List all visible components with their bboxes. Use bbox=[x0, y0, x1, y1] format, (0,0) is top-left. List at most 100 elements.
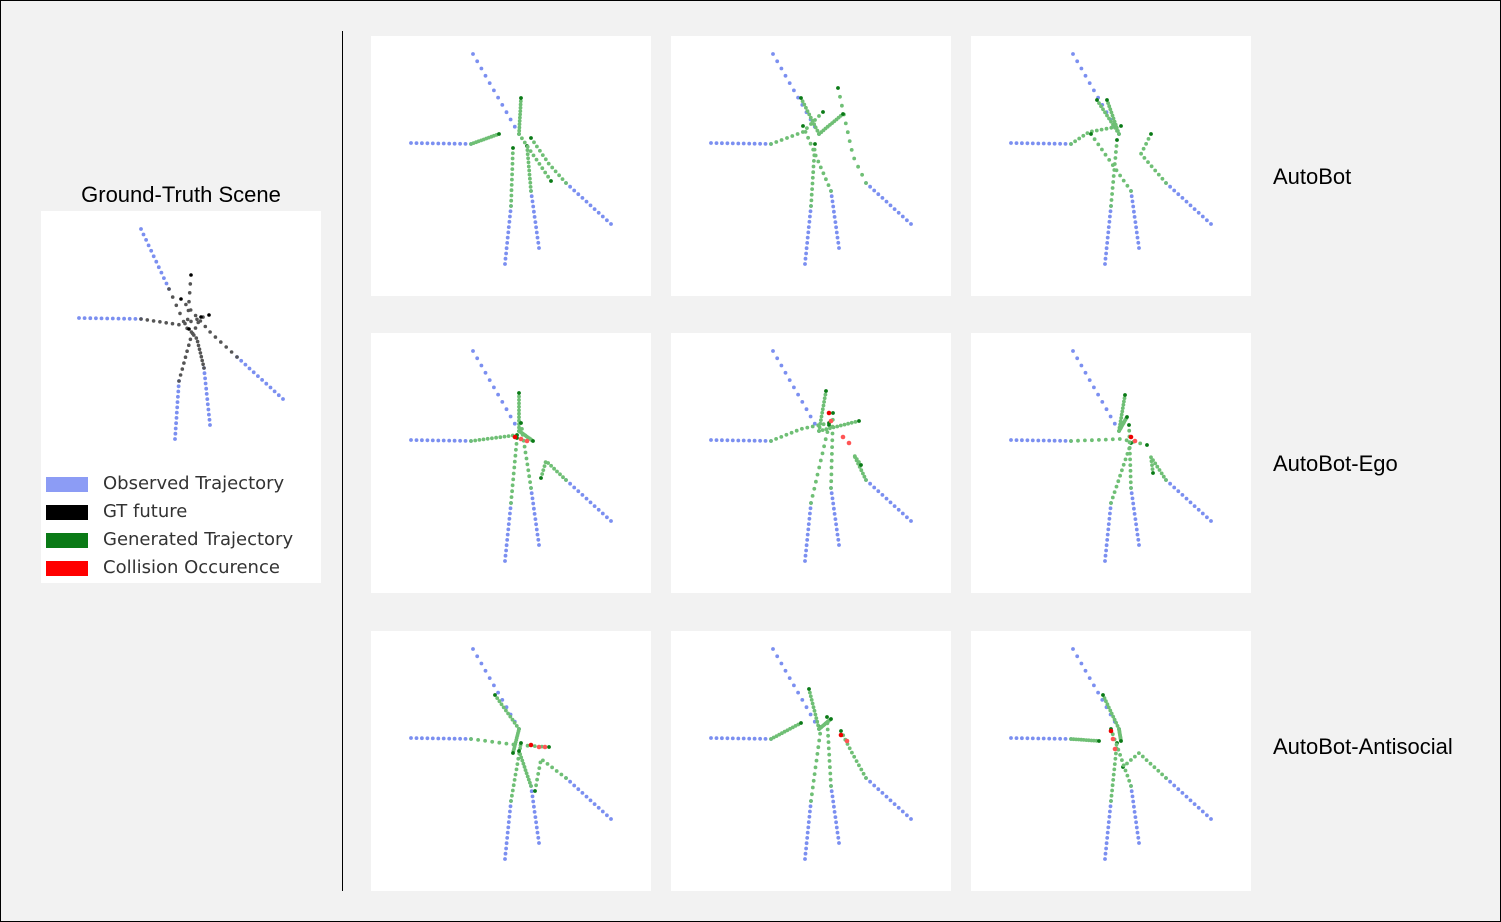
generated-trajectory-point bbox=[1103, 152, 1108, 157]
generated-trajectory-point bbox=[527, 168, 532, 173]
observed-trajectory-point bbox=[1134, 230, 1139, 235]
observed-trajectory-point bbox=[808, 214, 812, 219]
observed-trajectory-point bbox=[830, 199, 835, 204]
observed-trajectory-point bbox=[905, 218, 909, 223]
generated-trajectory-point bbox=[512, 465, 517, 470]
generated-trajectory-point bbox=[1127, 446, 1132, 450]
observed-trajectory-point bbox=[892, 802, 897, 806]
generated-trajectory-point bbox=[842, 422, 847, 427]
observed-trajectory-point bbox=[1041, 438, 1046, 443]
generated-trajectory-point bbox=[518, 752, 522, 757]
observed-trajectory-point bbox=[505, 235, 510, 240]
generated-trajectory-point bbox=[1111, 714, 1116, 719]
observed-trajectory-point bbox=[909, 817, 913, 821]
observed-trajectory-point bbox=[504, 407, 509, 412]
observed-trajectory-point bbox=[122, 316, 126, 321]
legend: Observed Trajectory GT future Generated … bbox=[41, 471, 321, 583]
generated-trajectory-point bbox=[540, 166, 545, 171]
observed-trajectory-point bbox=[532, 506, 536, 511]
generated-trajectory-point bbox=[564, 776, 568, 780]
observed-trajectory-point bbox=[1172, 188, 1177, 193]
generated-trajectory-point bbox=[517, 425, 521, 430]
observed-trajectory-point bbox=[804, 846, 808, 851]
observed-trajectory-point bbox=[741, 141, 746, 146]
observed-trajectory-point bbox=[892, 504, 897, 508]
generated-trajectory-point bbox=[812, 486, 817, 491]
observed-trajectory-point bbox=[503, 851, 508, 856]
observed-trajectory-point bbox=[808, 506, 813, 511]
observed-trajectory-point bbox=[256, 374, 260, 378]
generated-trajectory-point bbox=[546, 161, 551, 166]
collision-point bbox=[826, 410, 832, 416]
generated-trajectory-point bbox=[510, 177, 514, 182]
generated-trajectory-point bbox=[1097, 739, 1101, 743]
generated-trajectory-point bbox=[538, 760, 543, 765]
generated-trajectory-point bbox=[1112, 490, 1117, 494]
observed-trajectory-point bbox=[1205, 515, 1209, 520]
observed-trajectory-point bbox=[534, 825, 539, 830]
observed-trajectory-point bbox=[116, 316, 121, 321]
observed-trajectory-point bbox=[1172, 783, 1177, 788]
observed-trajectory-point bbox=[804, 407, 809, 412]
generated-trajectory-point bbox=[526, 156, 530, 161]
generated-trajectory-point bbox=[1099, 104, 1103, 109]
observed-trajectory-point bbox=[94, 316, 98, 321]
generated-trajectory-point bbox=[526, 164, 531, 169]
generated-trajectory-point bbox=[813, 125, 818, 130]
generated-trajectory-point bbox=[827, 423, 831, 427]
observed-trajectory-point bbox=[1087, 676, 1092, 680]
observed-trajectory-point bbox=[605, 813, 609, 818]
observed-trajectory-point bbox=[572, 188, 577, 193]
generated-trajectory-point bbox=[1128, 451, 1132, 456]
generated-trajectory-point bbox=[514, 724, 519, 728]
observed-trajectory-point bbox=[805, 830, 810, 835]
observed-trajectory-point bbox=[803, 857, 807, 861]
gt-future-point bbox=[185, 349, 189, 353]
generated-trajectory-point bbox=[564, 478, 568, 482]
generated-trajectory-point bbox=[1116, 747, 1121, 752]
observed-trajectory-point bbox=[1047, 736, 1052, 741]
observed-trajectory-point bbox=[1100, 400, 1105, 404]
observed-trajectory-point bbox=[1168, 184, 1172, 189]
generated-trajectory-point bbox=[527, 172, 532, 177]
generated-trajectory-point bbox=[831, 411, 835, 415]
observed-trajectory-point bbox=[483, 370, 488, 375]
generated-trajectory-point bbox=[1105, 98, 1109, 102]
generated-trajectory-point bbox=[816, 423, 821, 428]
observed-trajectory-point bbox=[536, 835, 541, 840]
observed-trajectory-point bbox=[479, 661, 484, 666]
observed-trajectory-point bbox=[507, 219, 512, 224]
observed-trajectory-point bbox=[763, 439, 768, 443]
observed-trajectory-point bbox=[747, 438, 752, 443]
observed-trajectory-point bbox=[458, 438, 462, 443]
generated-trajectory-point bbox=[564, 181, 568, 185]
generated-trajectory-point bbox=[560, 177, 565, 182]
observed-trajectory-point bbox=[763, 737, 768, 741]
observed-trajectory-point bbox=[831, 799, 836, 804]
observed-trajectory-point bbox=[736, 141, 741, 146]
observed-trajectory-point bbox=[804, 548, 808, 553]
generated-trajectory-point bbox=[1085, 131, 1090, 135]
observed-trajectory-point bbox=[505, 836, 510, 840]
observed-trajectory-point bbox=[758, 736, 762, 741]
generated-trajectory-point bbox=[1069, 142, 1073, 146]
generated-trajectory-point bbox=[497, 132, 501, 136]
observed-trajectory-point bbox=[1071, 52, 1075, 56]
observed-trajectory-point bbox=[505, 532, 510, 537]
observed-trajectory-point bbox=[1168, 779, 1172, 784]
observed-trajectory-point bbox=[1106, 225, 1111, 230]
observed-trajectory-point bbox=[831, 501, 836, 506]
generated-trajectory-point bbox=[506, 711, 510, 716]
generated-trajectory-point bbox=[494, 435, 498, 440]
generated-trajectory-point bbox=[1109, 799, 1113, 803]
generated-trajectory-point bbox=[810, 701, 815, 706]
gt-future-point bbox=[224, 345, 228, 349]
observed-trajectory-point bbox=[506, 825, 511, 830]
observed-trajectory-point bbox=[1106, 825, 1111, 830]
observed-trajectory-point bbox=[458, 736, 462, 741]
observed-trajectory-point bbox=[576, 489, 581, 494]
observed-trajectory-point bbox=[1106, 522, 1111, 526]
generated-trajectory-point bbox=[815, 128, 820, 133]
generated-trajectory-point bbox=[510, 161, 515, 166]
generated-trajectory-point bbox=[1146, 160, 1150, 164]
